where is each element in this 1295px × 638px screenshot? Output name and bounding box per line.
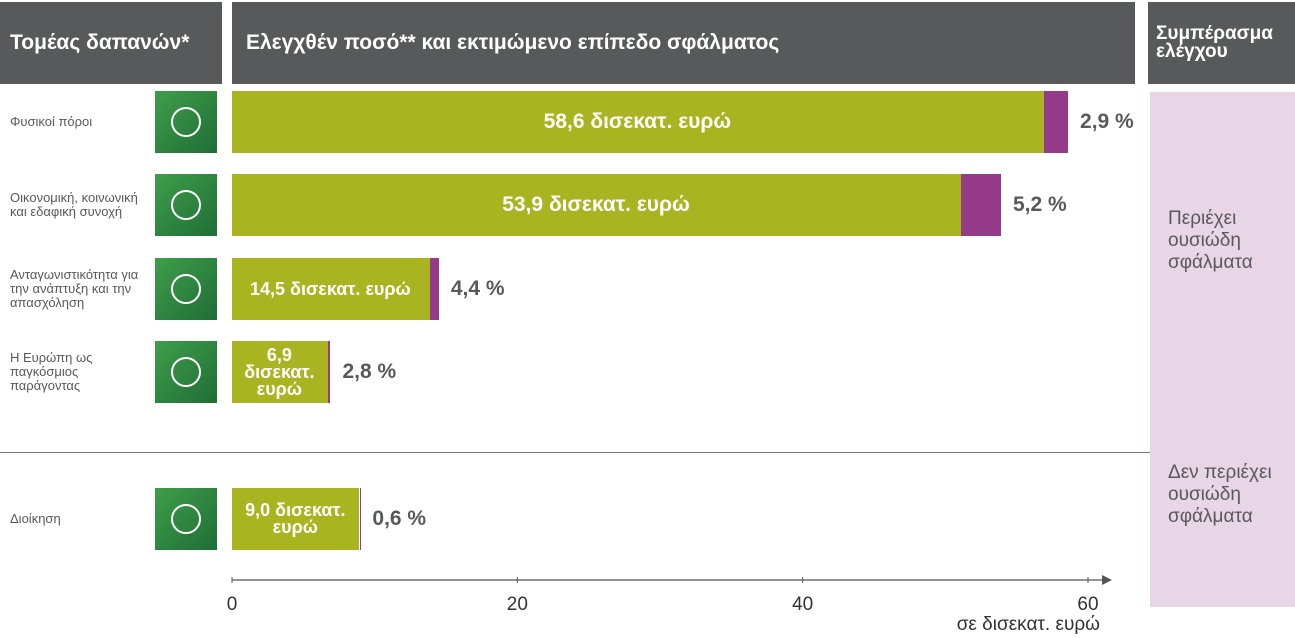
error-segment bbox=[960, 174, 1001, 236]
category-label: Ανταγωνιστικότητα για την ανάπτυξη και τ… bbox=[10, 267, 139, 310]
x-tick-label: 60 bbox=[1077, 594, 1099, 615]
category-label: Οικονομική, κοινωνική και εδαφική συνοχή bbox=[10, 190, 138, 219]
error-label: 0,6 % bbox=[372, 507, 427, 530]
icon bbox=[155, 258, 217, 320]
header-sector: Τομέας δαπανών* bbox=[0, 2, 222, 84]
x-axis-label: σε δισεκατ. ευρώ bbox=[956, 614, 1100, 635]
bar: 9,0 δισεκατ. ευρώ bbox=[232, 488, 361, 550]
error-label: 4,4 % bbox=[450, 277, 505, 300]
x-tick-label: 40 bbox=[792, 594, 814, 615]
header-amount: Ελεγχθέν ποσό** και εκτιμώμενο επίπεδο σ… bbox=[232, 2, 1135, 84]
category-label: Διοίκηση bbox=[10, 511, 61, 526]
x-tick-label: 20 bbox=[506, 594, 528, 615]
icon-glyph bbox=[171, 274, 201, 304]
conclusion-not-material: Δεν περιέχει ουσιώδη σφάλματα bbox=[1168, 462, 1272, 527]
error-label: 5,2 % bbox=[1012, 193, 1067, 216]
error-label: 2,8 % bbox=[342, 360, 397, 383]
conclusion-material: Περιέχει ουσιώδη σφάλματα bbox=[1168, 208, 1253, 273]
bar: 14,5 δισεκατ. ευρώ bbox=[232, 258, 439, 320]
error-segment bbox=[1043, 91, 1069, 153]
x-tick-label: 0 bbox=[226, 594, 238, 615]
icon-glyph bbox=[171, 107, 201, 137]
category-label: Η Ευρώπη ως παγκόσμιος παράγοντας bbox=[10, 350, 93, 393]
x-axis-arrow bbox=[1102, 575, 1112, 585]
icon bbox=[155, 91, 217, 153]
icon bbox=[155, 488, 217, 550]
conclusion-panel bbox=[1150, 92, 1295, 607]
category-label: Φυσικοί πόροι bbox=[10, 114, 93, 129]
bar: 6,9 δισεκατ. ευρώ bbox=[232, 341, 331, 403]
bar: 58,6 δισεκατ. ευρώ bbox=[232, 91, 1069, 153]
error-segment bbox=[359, 488, 361, 550]
icon-glyph bbox=[171, 504, 201, 534]
divider bbox=[0, 452, 1150, 453]
error-segment bbox=[429, 258, 439, 320]
bar: 53,9 δισεκατ. ευρώ bbox=[232, 174, 1001, 236]
header-conclusion: Συμπέρασμα ελέγχου bbox=[1148, 2, 1295, 84]
icon-glyph bbox=[171, 190, 201, 220]
error-label: 2,9 % bbox=[1080, 110, 1134, 133]
error-segment bbox=[327, 341, 331, 403]
icon bbox=[155, 341, 217, 403]
icon bbox=[155, 174, 217, 236]
icon-glyph bbox=[171, 357, 201, 387]
